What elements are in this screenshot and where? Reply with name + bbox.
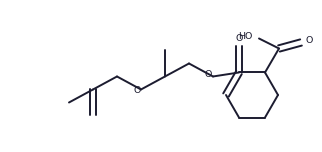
Text: O: O [204,70,212,79]
Text: O: O [133,86,141,95]
Text: O: O [235,34,243,43]
Text: HO: HO [239,32,253,41]
Text: O: O [306,36,313,45]
